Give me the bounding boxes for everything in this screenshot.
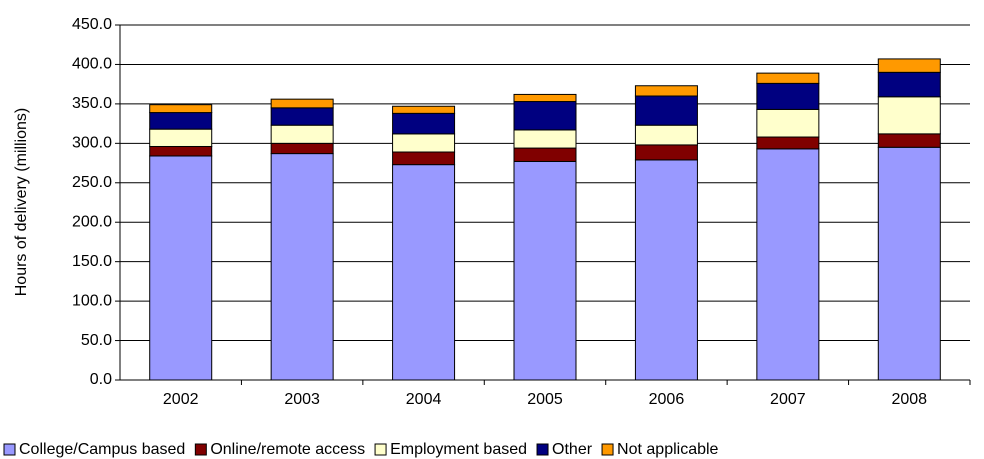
y-tick-label: 100.0 (72, 292, 112, 309)
legend-label: Online/remote access (210, 441, 365, 458)
bar-segment (756, 72, 820, 84)
x-tick-label: 2007 (770, 391, 806, 408)
y-tick-label: 0.0 (90, 371, 112, 388)
bar-segment (392, 151, 456, 166)
bar-segment (513, 147, 577, 162)
bar-segment (270, 153, 334, 381)
bar-segment (392, 133, 456, 153)
legend-swatch (374, 443, 387, 456)
legend-label: Not applicable (617, 441, 719, 458)
bar-segment (634, 159, 698, 381)
bar-segment (634, 95, 698, 126)
bar-segment (149, 104, 213, 114)
bar-segment (877, 146, 941, 381)
x-tick-label: 2005 (527, 391, 563, 408)
y-tick-label: 450.0 (72, 16, 112, 33)
bar-segment (756, 82, 820, 110)
y-axis-label: Hours of delivery (millions) (13, 108, 30, 297)
bar-segment (270, 142, 334, 155)
bar-segment (634, 85, 698, 97)
bar-segment (756, 136, 820, 150)
bar-segment (392, 105, 456, 114)
bar-segment (149, 155, 213, 381)
legend-label: College/Campus based (19, 441, 185, 458)
bar-segment (634, 124, 698, 146)
bar-segment (513, 101, 577, 131)
bar-segment (756, 108, 820, 138)
x-tick-label: 2008 (891, 391, 927, 408)
y-tick-label: 300.0 (72, 135, 112, 152)
bar-segment (270, 98, 334, 109)
bar-segment (877, 96, 941, 135)
x-tick-label: 2004 (406, 391, 442, 408)
x-tick-label: 2002 (163, 391, 199, 408)
y-tick-label: 350.0 (72, 95, 112, 112)
bar-segment (149, 145, 213, 157)
y-tick-label: 200.0 (72, 213, 112, 230)
y-tick-label: 400.0 (72, 56, 112, 73)
bar-segment (149, 128, 213, 147)
bar-segment (756, 148, 820, 381)
legend-swatch (3, 443, 16, 456)
bar-segment (634, 144, 698, 161)
legend-label: Other (552, 441, 593, 458)
x-tick-label: 2006 (649, 391, 685, 408)
bar-segment (513, 93, 577, 103)
y-tick-label: 50.0 (81, 332, 112, 349)
bar-segment (149, 112, 213, 130)
x-tick-label: 2003 (284, 391, 320, 408)
legend-swatch (601, 443, 614, 456)
bar-segment (392, 164, 456, 381)
bar-segment (513, 160, 577, 381)
bar-segment (270, 124, 334, 144)
bar-segment (877, 133, 941, 148)
y-tick-label: 150.0 (72, 253, 112, 270)
bar-segment (877, 71, 941, 98)
bar-segment (877, 58, 941, 73)
bar-segment (392, 112, 456, 135)
bar-segment (270, 107, 334, 126)
bar-segment (513, 129, 577, 149)
legend-swatch (194, 443, 207, 456)
legend-label: Employment based (390, 441, 527, 458)
y-tick-label: 250.0 (72, 174, 112, 191)
legend-swatch (536, 443, 549, 456)
